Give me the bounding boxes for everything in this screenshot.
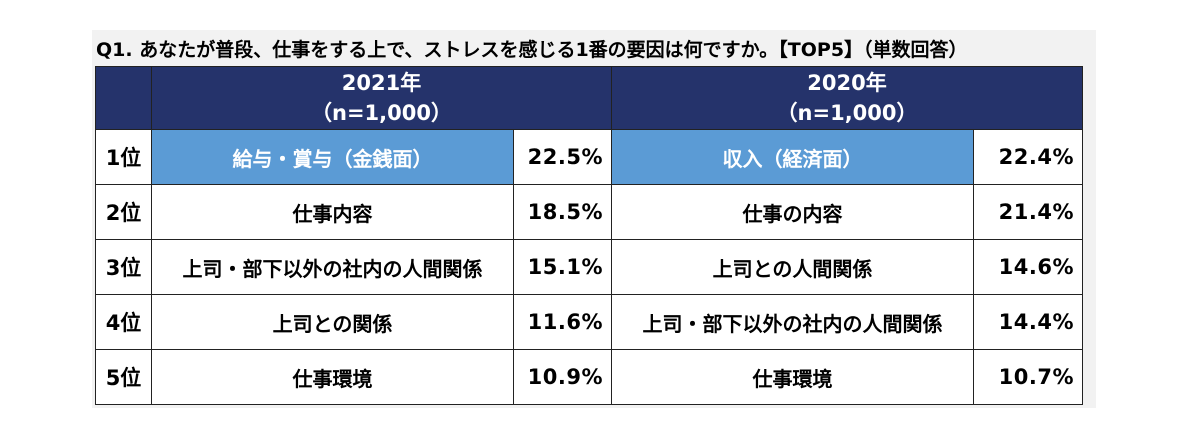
value-2021-cell: 10.9%	[512, 349, 613, 405]
value-2021-cell: 15.1%	[512, 239, 613, 295]
ranking-table: 2021年 （n=1,000） 2020年 （n=1,000） 1位 給与・賞与…	[95, 66, 1084, 405]
table-row: 1位 給与・賞与（金銭面） 22.5% 収入（経済面） 22.4%	[95, 129, 1084, 185]
label-2020-cell: 仕事の内容	[611, 184, 975, 240]
label-2020-cell: 仕事環境	[611, 349, 975, 405]
value-2021-cell: 11.6%	[512, 294, 613, 350]
header-2020-year: 2020年	[807, 71, 887, 95]
rank-cell: 5位	[95, 349, 152, 405]
header-2020: 2020年 （n=1,000）	[611, 66, 1084, 130]
label-2021-cell: 上司との関係	[151, 294, 514, 350]
header-row: 2021年 （n=1,000） 2020年 （n=1,000）	[95, 66, 1084, 130]
table-row: 4位 上司との関係 11.6% 上司・部下以外の社内の人間関係 14.4%	[95, 294, 1084, 350]
rank-cell: 2位	[95, 184, 152, 240]
header-2021-n: （n=1,000）	[311, 101, 452, 125]
value-2020-cell: 14.6%	[973, 239, 1084, 295]
value-2020-cell: 22.4%	[973, 129, 1084, 185]
value-2020-cell: 10.7%	[973, 349, 1084, 405]
label-2021-cell: 仕事環境	[151, 349, 514, 405]
label-2020-cell: 収入（経済面）	[611, 129, 975, 185]
table-row: 2位 仕事内容 18.5% 仕事の内容 21.4%	[95, 184, 1084, 240]
rank-cell: 4位	[95, 294, 152, 350]
header-2021: 2021年 （n=1,000）	[150, 66, 613, 130]
value-2021-cell: 18.5%	[512, 184, 613, 240]
header-corner-cell	[95, 66, 152, 130]
header-2020-n: （n=1,000）	[776, 101, 918, 125]
label-2021-cell: 給与・賞与（金銭面）	[151, 129, 514, 185]
label-2021-cell: 上司・部下以外の社内の人間関係	[151, 239, 514, 295]
value-2020-cell: 21.4%	[973, 184, 1084, 240]
chart-title: Q1. あなたが普段、仕事をする上で、ストレスを感じる1番の要因は何ですか。【T…	[96, 39, 968, 61]
rank-cell: 3位	[95, 239, 152, 295]
label-2020-cell: 上司との人間関係	[611, 239, 975, 295]
value-2020-cell: 14.4%	[973, 294, 1084, 350]
table-row: 3位 上司・部下以外の社内の人間関係 15.1% 上司との人間関係 14.6%	[95, 239, 1084, 295]
header-2021-year: 2021年	[341, 71, 422, 95]
rank-cell: 1位	[95, 129, 152, 185]
table-row: 5位 仕事環境 10.9% 仕事環境 10.7%	[95, 349, 1084, 405]
label-2020-cell: 上司・部下以外の社内の人間関係	[611, 294, 975, 350]
label-2021-cell: 仕事内容	[151, 184, 514, 240]
value-2021-cell: 22.5%	[512, 129, 613, 185]
